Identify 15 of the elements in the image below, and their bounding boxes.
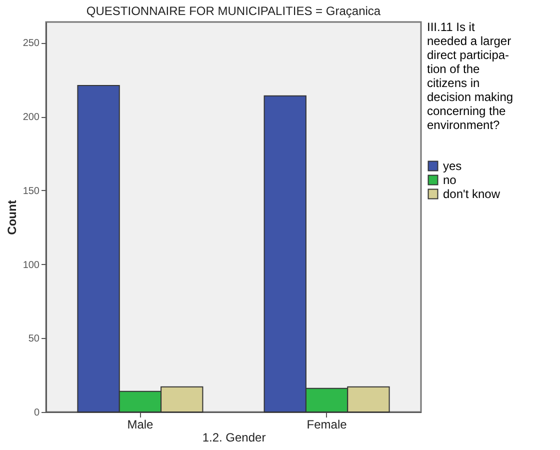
y-tick-label: 50 — [28, 334, 40, 345]
y-tick-label: 150 — [22, 186, 40, 197]
x-axis-title: 1.2. Gender — [202, 430, 266, 444]
y-tick-label: 200 — [22, 112, 40, 124]
y-tick-label: 250 — [22, 38, 40, 50]
legend-title: III.11 Is it needed a larger direct participa- tion of the citizens in decision making concerning the environment? — [427, 20, 514, 132]
y-tick-label: 0 — [34, 408, 40, 418]
y-tick-label: 100 — [22, 260, 40, 271]
x-tick-label: Female — [306, 418, 348, 432]
x-tick-label: Male — [127, 418, 154, 432]
y-axis-title: Count — [4, 200, 19, 235]
legend-label: no — [443, 173, 457, 187]
legend-label: don't know — [443, 187, 500, 201]
chart-title: QUESTIONNAIRE FOR MUNICIPALITIES = Graçanica — [86, 4, 381, 18]
legend-label: yes — [443, 159, 462, 173]
